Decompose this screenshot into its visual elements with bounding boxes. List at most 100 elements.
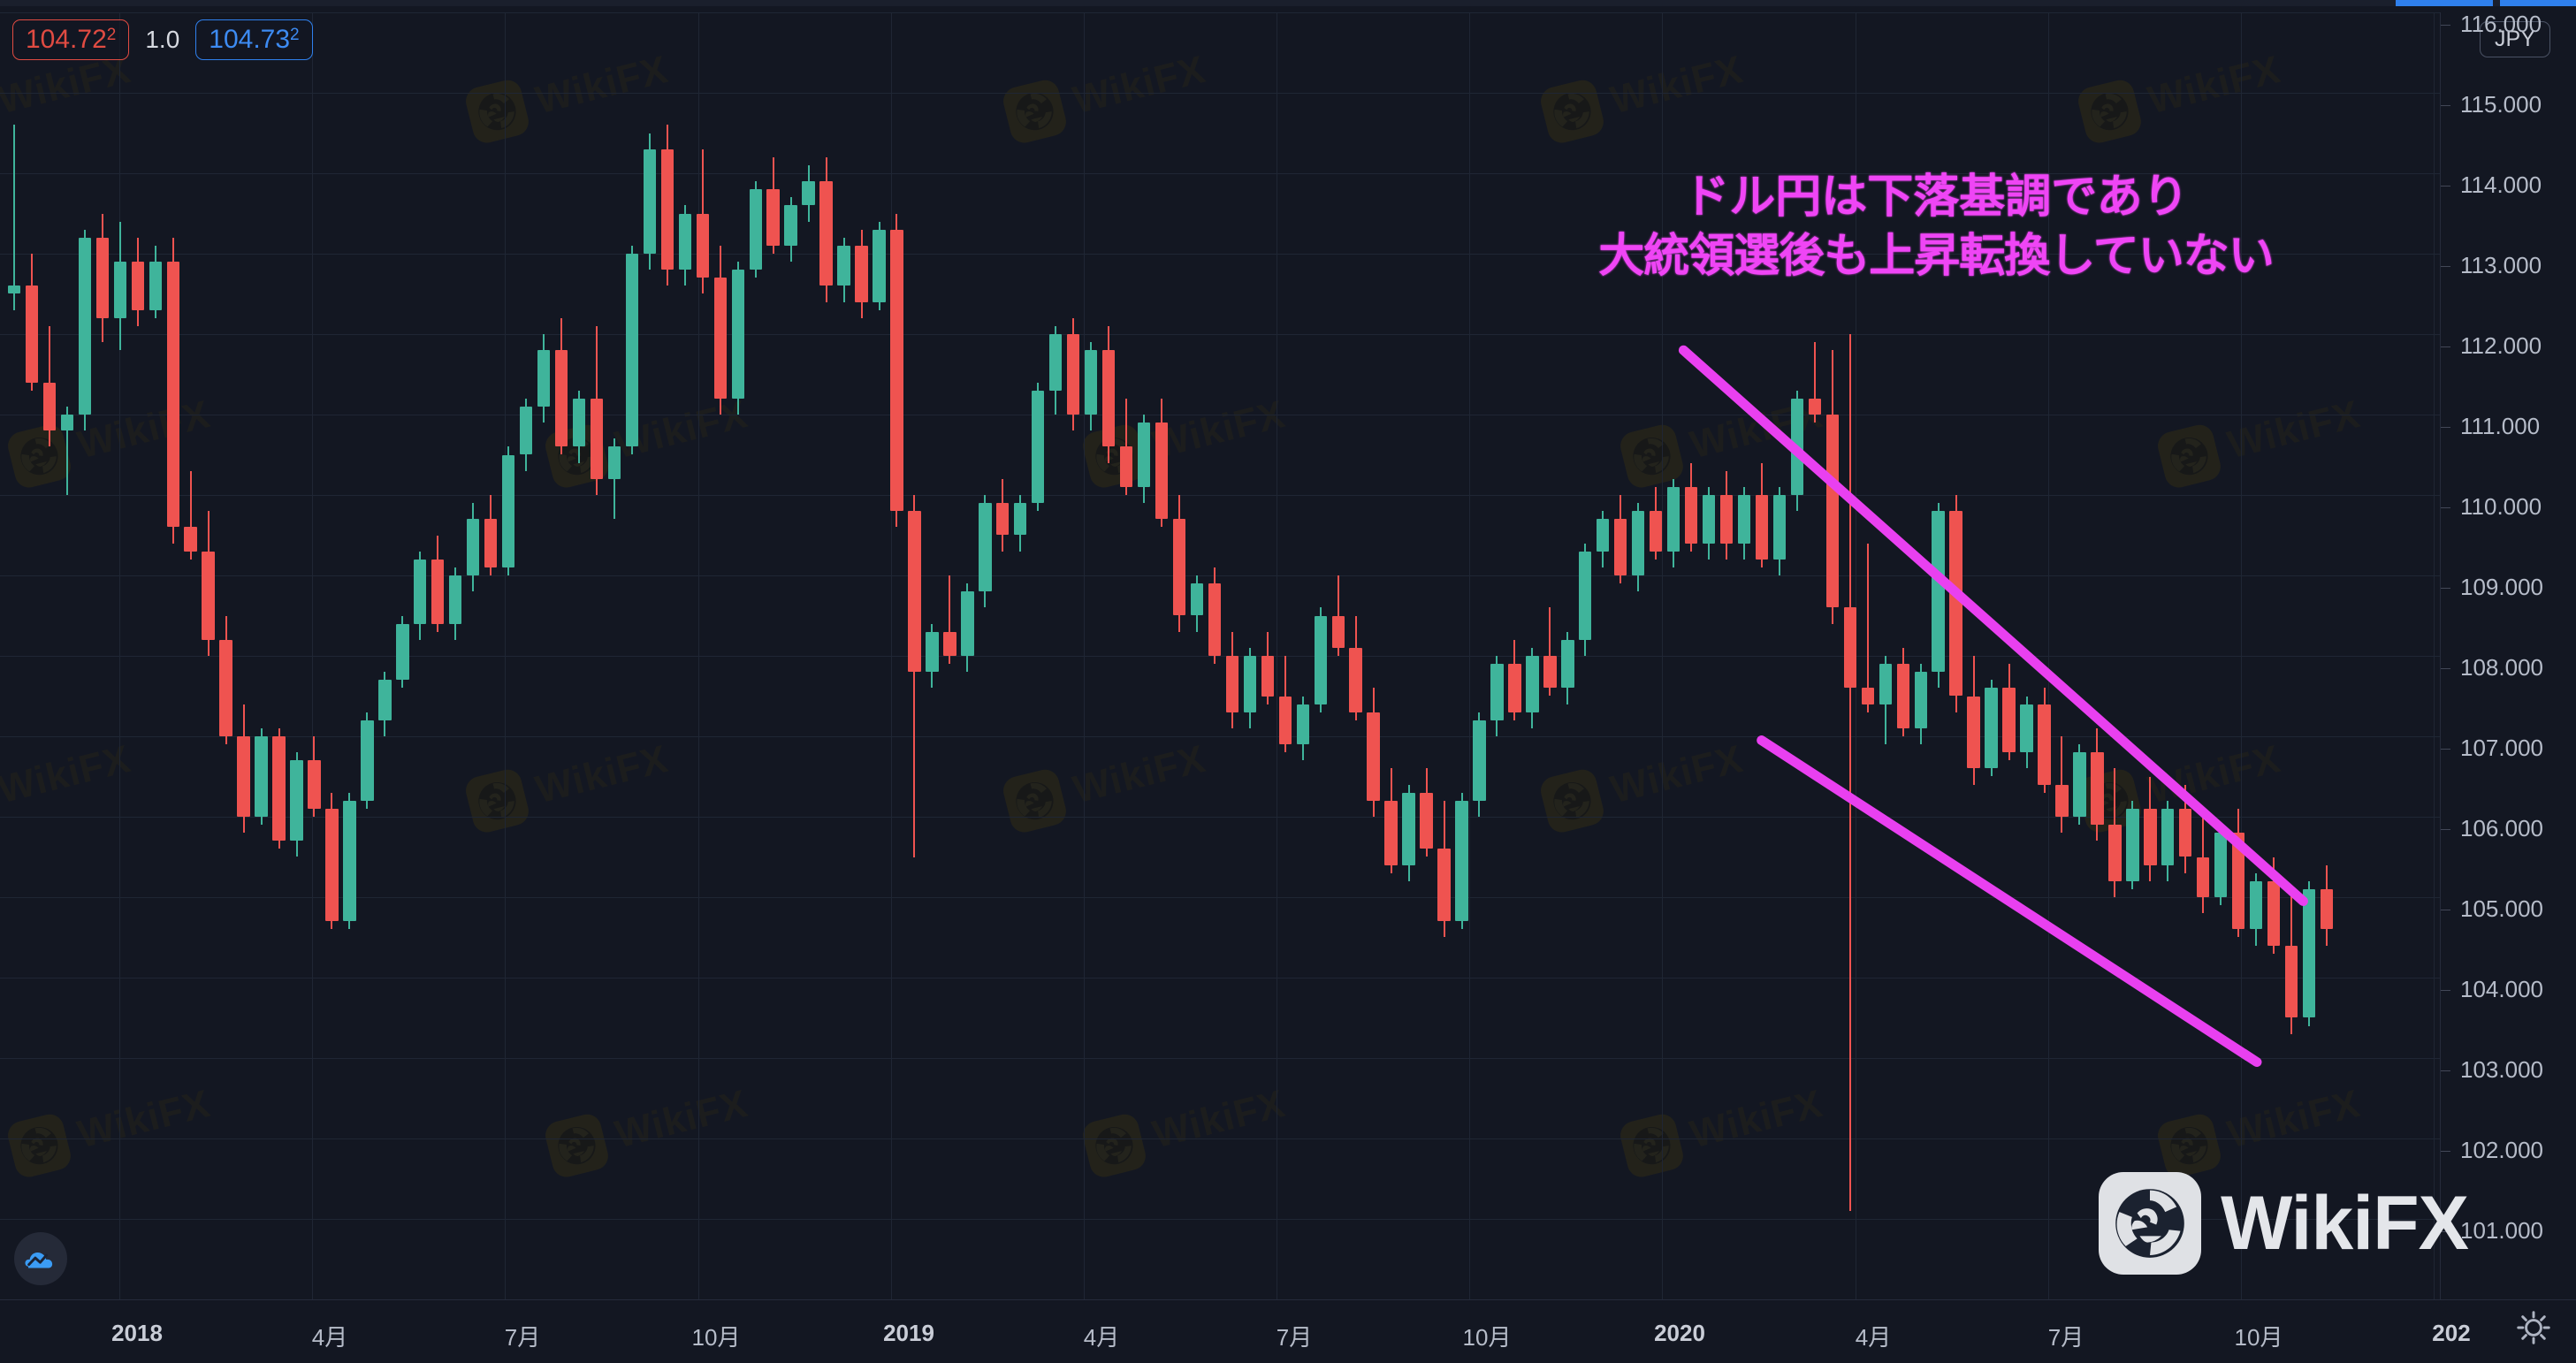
candle-body-bearish <box>2284 945 2298 1018</box>
gridline-horizontal <box>0 575 2440 576</box>
candle-body-bullish <box>60 415 74 431</box>
gear-icon[interactable] <box>2514 1308 2562 1356</box>
bid-price-fraction: 2 <box>106 26 117 44</box>
price-axis-tick <box>2441 507 2450 508</box>
gridline-horizontal <box>0 495 2440 496</box>
gridline-horizontal <box>0 12 2440 13</box>
candle-body-bullish <box>1932 511 1945 673</box>
candle-body-bearish <box>1508 664 1521 712</box>
candle-body-bullish <box>1190 583 1204 616</box>
candle-body-bearish <box>1225 656 1239 712</box>
candle-body-bearish <box>219 639 232 736</box>
chart-annotation-text: ドル円は下落基調であり 大統領選後も上昇転換していない <box>1467 168 2405 286</box>
candle-wick <box>1848 334 1851 1211</box>
candle-body-bullish <box>1666 486 1680 552</box>
candle-body-bearish <box>431 559 445 624</box>
price-axis-label: 116.000 <box>2460 11 2542 37</box>
gridline-vertical <box>505 12 506 1299</box>
candle-body-bearish <box>1261 656 1275 697</box>
candle-body-bearish <box>766 189 780 246</box>
price-axis-tick <box>2441 105 2450 106</box>
candle-body-bullish <box>731 270 744 399</box>
candle-body-bullish <box>361 720 374 801</box>
price-axis-label: 111.000 <box>2460 413 2541 439</box>
ask-price-value: 104.73 <box>209 25 291 54</box>
ask-price-box[interactable]: 104.73 2 <box>195 19 313 60</box>
candle-body-bearish <box>1967 696 1980 769</box>
candle-body-bullish <box>1702 495 1716 544</box>
candle-body-bullish <box>1049 334 1063 391</box>
candle-body-bullish <box>519 406 533 455</box>
price-axis-label: 102.000 <box>2460 1137 2543 1163</box>
candle-body-bearish <box>1861 688 1874 704</box>
candle-body-bullish <box>1014 503 1027 536</box>
candle-body-bearish <box>484 519 498 567</box>
candle-body-bullish <box>149 262 162 310</box>
price-axis-tick <box>2441 427 2450 428</box>
price-axis-tick <box>2441 25 2450 26</box>
candle-body-bullish <box>1490 664 1504 720</box>
candle-body-bearish <box>1437 849 1451 922</box>
candle-body-bullish <box>979 503 992 592</box>
time-axis-label: 4月 <box>1083 1324 1120 1351</box>
annotation-line-1: ドル円は下落基調であり <box>1683 171 2189 223</box>
candle-body-bullish <box>2161 808 2175 865</box>
candle-body-bearish <box>1155 423 1169 520</box>
candle-body-bullish <box>1597 519 1610 552</box>
candle-body-bearish <box>237 736 250 817</box>
price-axis-label: 101.000 <box>2460 1217 2543 1244</box>
candle-body-bullish <box>625 254 639 447</box>
candle-body-bearish <box>2267 880 2281 946</box>
price-axis-label: 103.000 <box>2460 1056 2543 1083</box>
candle-body-bearish <box>202 551 215 640</box>
candle-body-bullish <box>449 575 462 624</box>
time-scale[interactable]: 2018 4月 7月 10月 2019 4月 7月 10月 2020 4月 7月 10月 202 <box>0 1299 2576 1363</box>
candle-body-bullish <box>961 591 974 656</box>
wikifx-wordmark: WikiFX <box>2221 1180 2469 1266</box>
candle-body-bearish <box>1101 350 1116 447</box>
candle-body-bullish <box>1526 656 1539 712</box>
price-axis-label: 112.000 <box>2460 332 2542 359</box>
candle-body-bearish <box>25 286 39 383</box>
candle-body-bullish <box>1455 800 1468 922</box>
candle-body-bullish <box>749 189 762 270</box>
candle-body-bullish <box>414 559 427 624</box>
gridline-horizontal <box>0 736 2440 737</box>
top-strip-segment-1 <box>2396 0 2493 6</box>
candle-body-bearish <box>2231 833 2245 930</box>
candle-body-bearish <box>1843 607 1857 689</box>
price-axis-tick <box>2441 186 2450 187</box>
candle-wick <box>913 495 916 857</box>
bid-price-box[interactable]: 104.72 2 <box>12 19 130 60</box>
price-scale[interactable]: JPY 116.000 115.000 114.000 113.000 112.000 1… <box>2440 11 2576 1324</box>
price-axis-tick <box>2441 1151 2450 1152</box>
candle-body-bullish <box>2249 880 2263 930</box>
candle-body-bearish <box>2108 825 2122 881</box>
candle-body-bearish <box>660 148 674 270</box>
candle-body-bullish <box>1579 551 1592 640</box>
gridline-horizontal <box>0 817 2440 818</box>
candle-body-bearish <box>590 398 604 479</box>
candle-body-bearish <box>166 262 179 528</box>
gridline-horizontal <box>0 334 2440 335</box>
candle-body-bearish <box>308 760 321 809</box>
gridline-horizontal <box>0 1138 2440 1139</box>
wikifx-lion-icon <box>2099 1172 2202 1275</box>
price-axis-label: 108.000 <box>2460 654 2543 681</box>
candle-body-bullish <box>1737 495 1751 544</box>
candle-body-bullish <box>1402 792 1415 865</box>
candle-body-bearish <box>996 503 1010 536</box>
candle-body-bearish <box>1808 398 1822 415</box>
area-chart-icon[interactable] <box>14 1232 67 1285</box>
candle-body-bearish <box>2197 857 2210 897</box>
candle-body-bullish <box>501 454 515 567</box>
price-axis-label: 114.000 <box>2460 171 2542 198</box>
candle-body-bullish <box>113 262 126 318</box>
candle-body-bullish <box>537 350 551 407</box>
candle-body-bearish <box>2091 752 2104 826</box>
candle-body-bearish <box>1719 495 1734 544</box>
gridline-vertical <box>1084 12 1085 1299</box>
price-axis-tick <box>2441 266 2450 267</box>
bid-price-value: 104.72 <box>26 25 107 54</box>
